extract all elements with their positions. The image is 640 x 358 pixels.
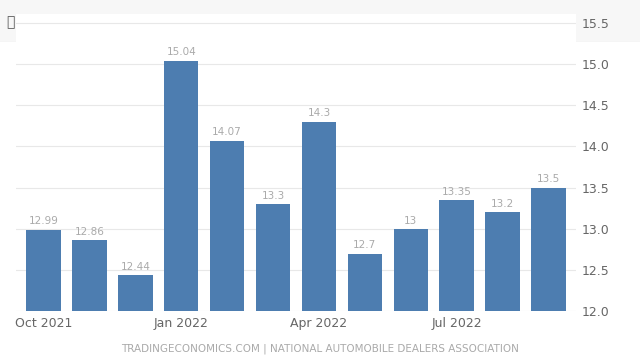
Text: 25Y: 25Y (131, 15, 154, 29)
Text: 13.2: 13.2 (491, 199, 514, 209)
Text: 13.3: 13.3 (261, 191, 285, 201)
Bar (348, 254, 382, 311)
Bar (531, 188, 566, 311)
Text: 12.86: 12.86 (74, 227, 104, 237)
Bar (485, 212, 520, 311)
Text: 1Y: 1Y (33, 15, 49, 29)
Text: 13.5: 13.5 (537, 174, 560, 184)
Text: 📅: 📅 (6, 15, 15, 29)
Text: 14.3: 14.3 (307, 108, 331, 118)
Text: 14.07: 14.07 (212, 127, 242, 137)
Bar (440, 200, 474, 311)
Text: ⊞ API: ⊞ API (421, 15, 455, 29)
Text: 12.44: 12.44 (120, 262, 150, 272)
Bar (118, 275, 152, 311)
Text: 🖼 Embed: 🖼 Embed (492, 15, 547, 29)
Bar (26, 230, 61, 311)
Text: 🔀 Compare: 🔀 Compare (280, 15, 349, 29)
Bar (256, 204, 291, 311)
Text: 5Y: 5Y (62, 15, 77, 29)
Bar (164, 61, 198, 311)
Bar (394, 229, 428, 311)
Bar (72, 241, 107, 311)
Text: TRADINGECONOMICS.COM | NATIONAL AUTOMOBILE DEALERS ASSOCIATION: TRADINGECONOMICS.COM | NATIONAL AUTOMOBI… (121, 344, 519, 354)
Text: 12.99: 12.99 (29, 217, 58, 227)
Text: 15.04: 15.04 (166, 47, 196, 57)
Text: MAX: MAX (170, 15, 198, 29)
Text: 12.7: 12.7 (353, 240, 376, 250)
Text: 13: 13 (404, 216, 417, 226)
Text: 📊 Chart: 📊 Chart (210, 15, 256, 29)
Bar (301, 122, 336, 311)
Bar (210, 141, 244, 311)
Text: 10Y: 10Y (91, 15, 115, 29)
Text: 13.35: 13.35 (442, 187, 472, 197)
Text: ⬇ Export: ⬇ Export (351, 15, 406, 29)
